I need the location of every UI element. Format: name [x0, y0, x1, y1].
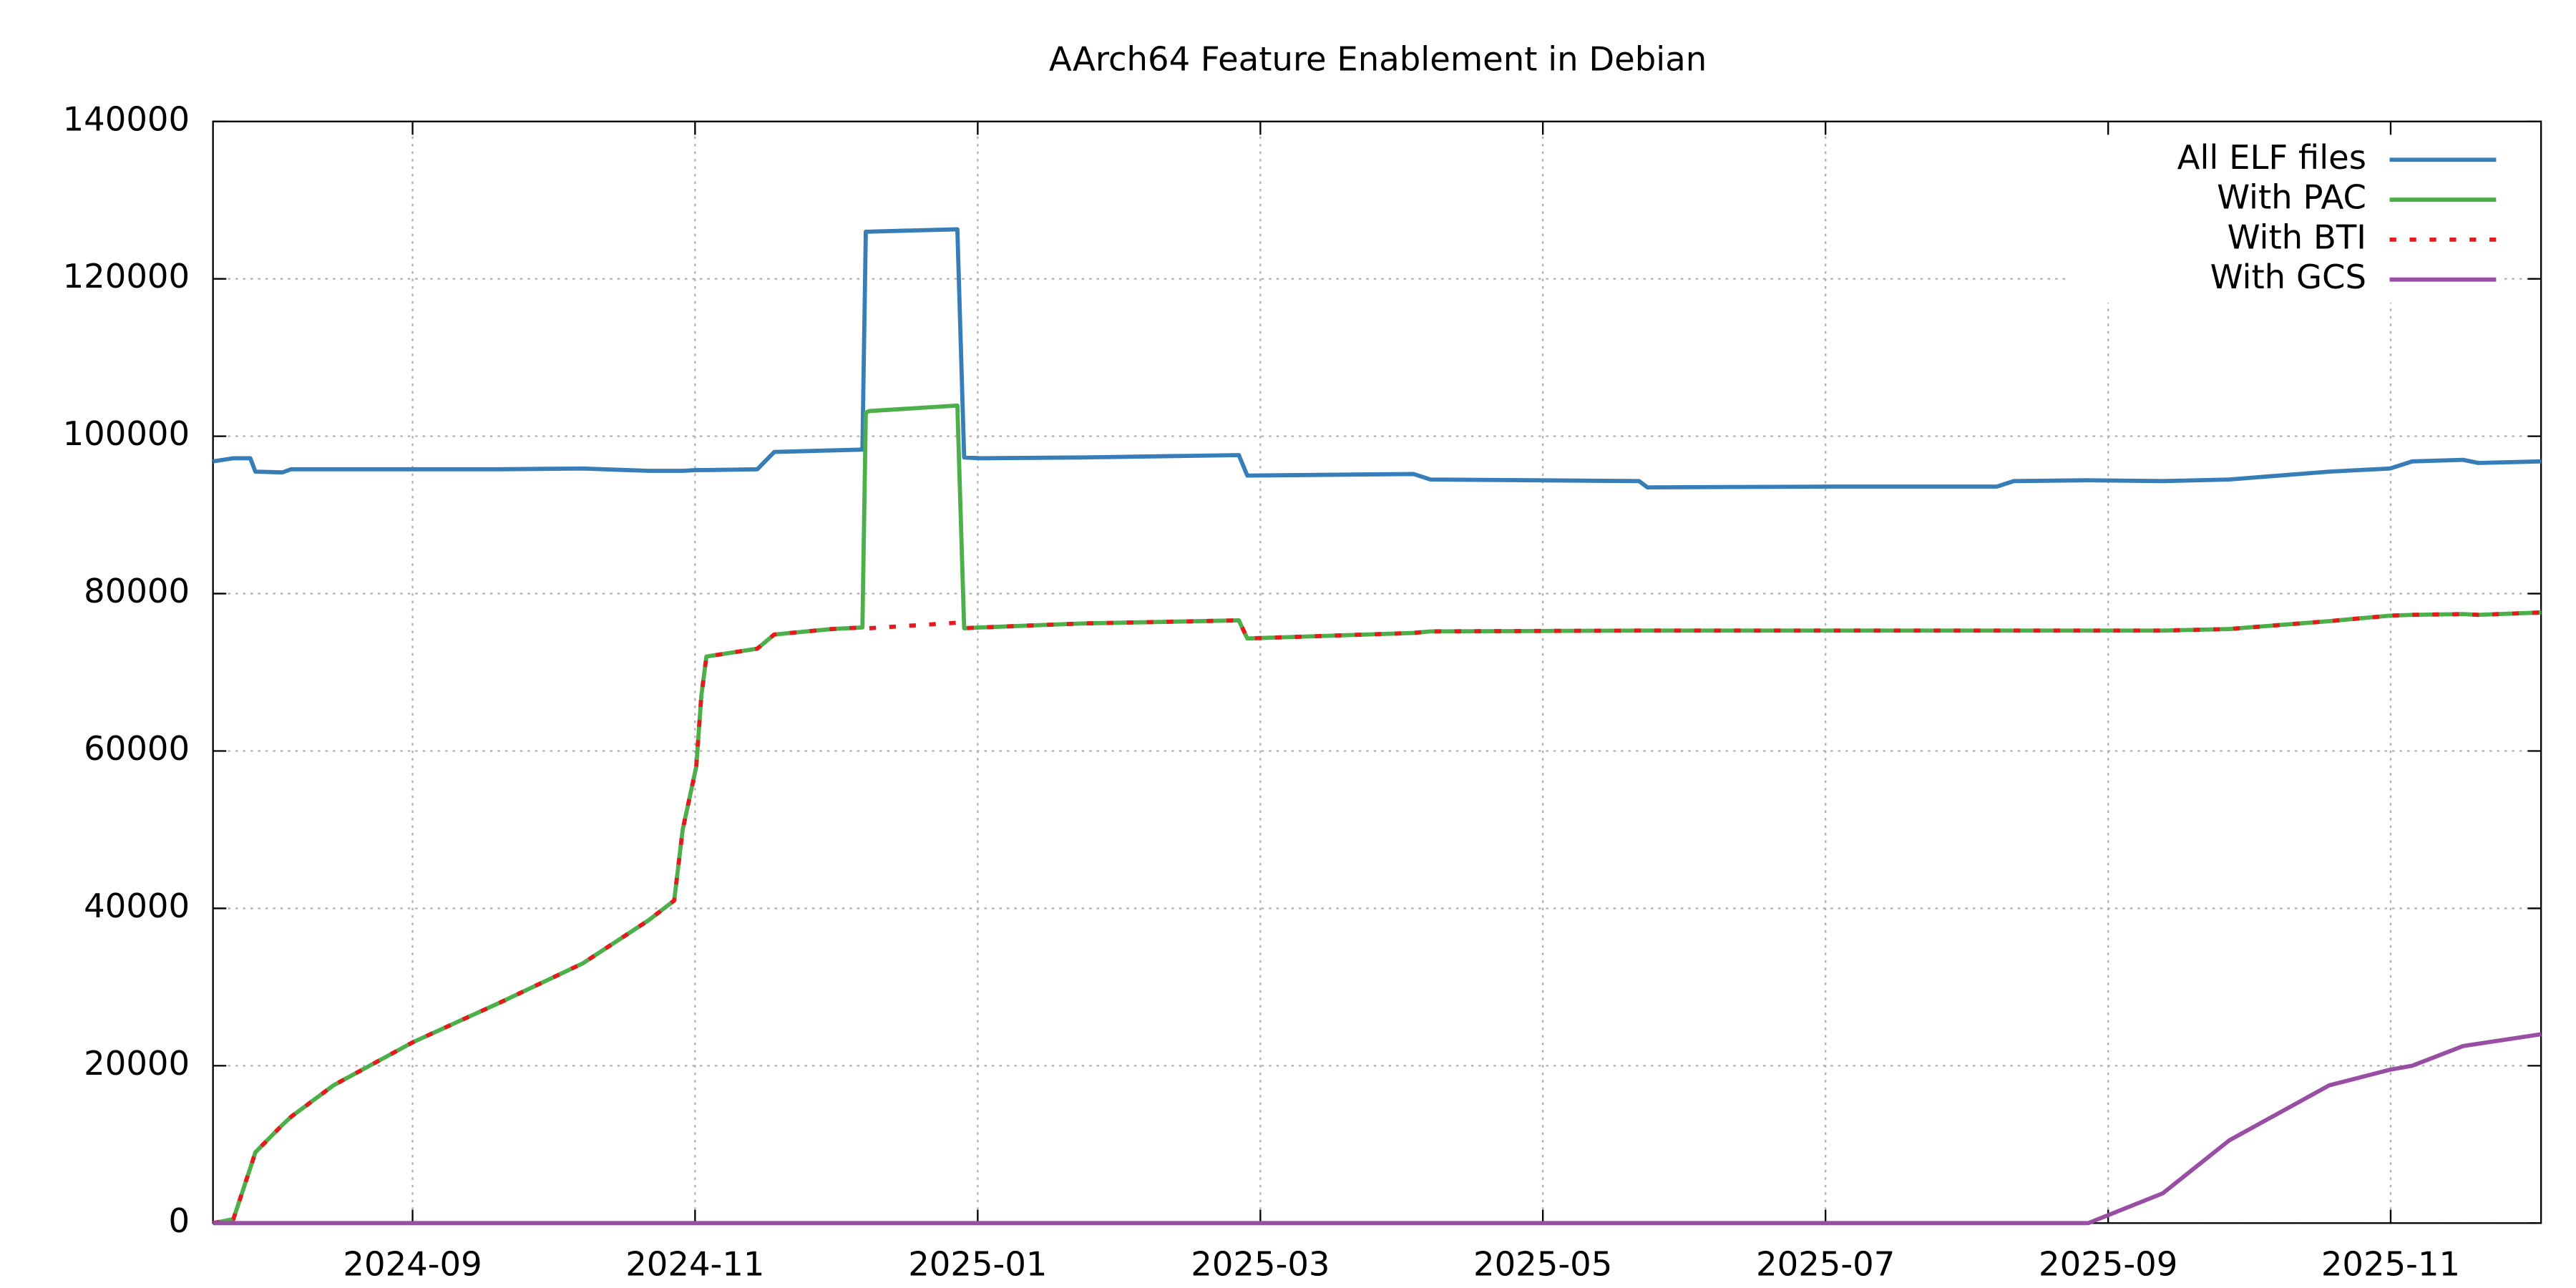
x-tick-label: 2024-09: [343, 1244, 482, 1283]
y-tick-label: 60000: [84, 729, 190, 768]
chart-title: AArch64 Feature Enablement in Debian: [1049, 40, 1707, 79]
y-tick-label: 140000: [63, 99, 190, 138]
x-tick-label: 2025-05: [1473, 1244, 1612, 1283]
legend-label: With PAC: [2217, 178, 2366, 217]
legend-background: [2067, 136, 2500, 303]
series-line: [213, 1032, 2542, 1226]
series-line: [213, 227, 2542, 490]
x-tick-label: 2025-03: [1191, 1244, 1330, 1283]
y-tick-label: 40000: [84, 887, 190, 925]
x-tick-label: 2024-11: [625, 1244, 764, 1283]
y-tick-label: 20000: [84, 1044, 190, 1083]
legend-label: With GCS: [2210, 258, 2366, 296]
y-tick-label: 100000: [63, 414, 190, 453]
x-tick-label: 2025-07: [1756, 1244, 1895, 1283]
y-tick-label: 80000: [84, 572, 190, 610]
series-line: [213, 610, 2542, 1226]
y-tick-label: 120000: [63, 257, 190, 296]
y-tick-label: 0: [169, 1201, 190, 1240]
x-tick-label: 2025-11: [2321, 1244, 2460, 1283]
legend-label: All ELF files: [2177, 138, 2366, 177]
x-tick-label: 2025-01: [908, 1244, 1047, 1283]
legend-label: With BTI: [2228, 218, 2366, 256]
x-tick-label: 2025-09: [2039, 1244, 2177, 1283]
